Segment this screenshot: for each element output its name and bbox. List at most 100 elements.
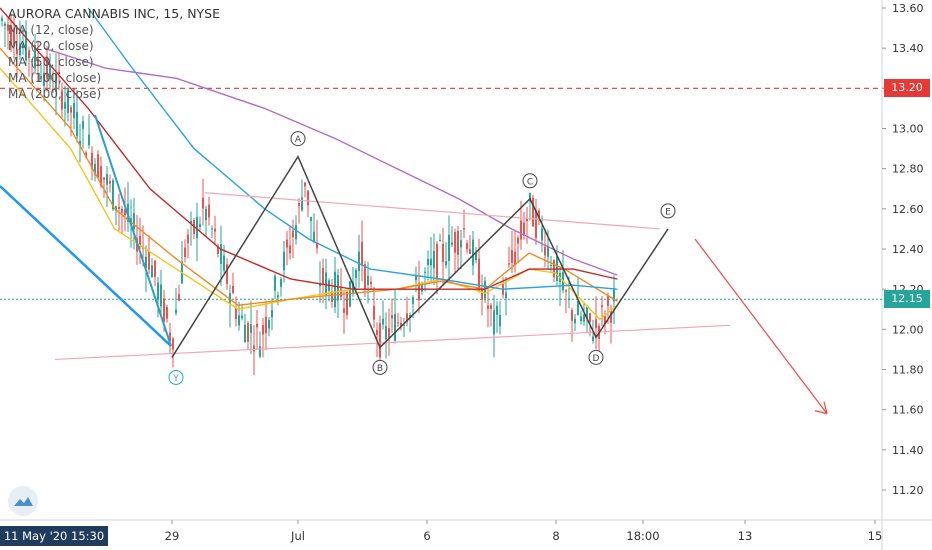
chart-legend: AURORA CANNABIS INC, 15, NYSE MA (12, cl… <box>8 6 220 102</box>
wave-label-c: C <box>527 177 533 187</box>
candle-body <box>595 319 597 329</box>
candle-body <box>574 318 576 324</box>
wave-label-e: E <box>665 207 671 217</box>
candle-body <box>31 60 33 62</box>
candle-body <box>205 208 207 221</box>
legend-ma50: MA (50, close) <box>8 55 94 69</box>
candle-body <box>421 283 423 292</box>
candle-body <box>445 261 447 266</box>
candle-body <box>442 243 444 263</box>
tradingview-logo-icon[interactable] <box>8 486 38 516</box>
candle-body <box>307 190 309 206</box>
candle-body <box>400 322 402 327</box>
candle-body <box>394 313 396 341</box>
candle-body <box>106 174 108 185</box>
candle-body <box>55 74 57 92</box>
candle-body <box>277 295 279 298</box>
x-tick-label: 18:00 <box>626 529 659 543</box>
candle-body <box>268 320 270 329</box>
candle-body <box>583 314 585 322</box>
candle-body <box>325 272 327 296</box>
candle-body <box>463 228 465 230</box>
candle-body <box>436 243 438 279</box>
y-tick-label: 12.60 <box>892 203 924 216</box>
candle-body <box>319 283 321 287</box>
wave-label-d: D <box>593 354 600 364</box>
candle-body <box>370 281 372 285</box>
ma20-line <box>0 47 618 306</box>
candle-body <box>475 252 477 261</box>
y-tick-label: 12.80 <box>892 163 924 176</box>
candle-body <box>223 255 225 271</box>
y-tick-label: 13.60 <box>892 2 924 15</box>
candle-body <box>25 30 27 61</box>
candle-body <box>541 228 543 241</box>
candle-body <box>499 314 501 327</box>
current-price-tag: 12.15 <box>884 290 930 308</box>
legend-ma200: MA (200, close) <box>8 87 102 101</box>
candle-body <box>211 228 213 230</box>
y-tick-label: 11.80 <box>892 364 924 377</box>
candle-body <box>523 222 525 236</box>
candle-body <box>472 239 474 266</box>
candle-body <box>439 240 441 242</box>
candle-body <box>469 249 471 254</box>
candle-body <box>481 288 483 300</box>
candle-body <box>493 310 495 335</box>
teal-wave-line <box>94 114 172 347</box>
candle-body <box>454 231 456 253</box>
candle-body <box>355 270 357 278</box>
x-tick-label: 15 <box>868 529 883 543</box>
candle-body <box>589 313 591 322</box>
candle-body <box>535 210 537 239</box>
wave-label-circle <box>372 359 388 375</box>
candle-body <box>226 264 228 284</box>
candle-body <box>274 275 276 291</box>
candle-body <box>166 306 168 319</box>
x-tick-label: 13 <box>738 529 753 543</box>
candle-body <box>64 102 66 109</box>
y-tick-label: 12.40 <box>892 243 924 256</box>
candle-body <box>244 324 246 343</box>
candle-body <box>265 316 267 334</box>
candle-body <box>241 315 243 319</box>
crosshair-time-tag: 11 May '20 15:30 <box>0 526 108 546</box>
upper-trendline <box>204 192 661 230</box>
candle-body <box>22 43 24 48</box>
candle-body <box>187 234 189 244</box>
candle-body <box>448 234 450 262</box>
candle-body <box>124 209 126 216</box>
candle-body <box>547 245 549 257</box>
candle-body <box>199 224 201 227</box>
y-tick-label: 13.40 <box>892 42 924 55</box>
candle-body <box>235 308 237 320</box>
candle-body <box>607 295 609 306</box>
candle-body <box>145 256 147 269</box>
candle-body <box>358 251 360 272</box>
candle-body <box>262 325 264 335</box>
candle-body <box>385 325 387 339</box>
candle-body <box>520 220 522 240</box>
candle-body <box>580 316 582 322</box>
candle-body <box>97 154 99 178</box>
candle-body <box>103 177 105 180</box>
candle-body <box>514 251 516 266</box>
candle-body <box>70 107 72 113</box>
candle-body <box>316 242 318 249</box>
candle-body <box>220 244 222 264</box>
candle-body <box>178 294 180 301</box>
forecast-arrow-head <box>814 401 828 415</box>
candle-body <box>322 267 324 285</box>
candle-body <box>550 264 552 266</box>
candle-body <box>382 318 384 325</box>
candle-body <box>133 213 135 230</box>
candle-body <box>415 276 417 281</box>
candle-body <box>304 182 306 187</box>
candle-body <box>295 225 297 240</box>
candle-body <box>310 217 312 221</box>
candle-body <box>511 250 513 263</box>
candle-body <box>457 230 459 255</box>
candle-body <box>529 193 531 201</box>
candle-body <box>172 338 174 350</box>
